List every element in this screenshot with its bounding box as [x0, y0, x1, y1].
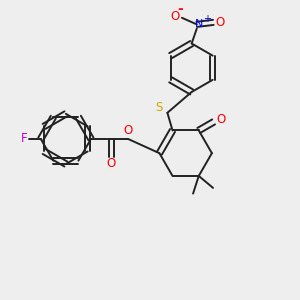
Text: S: S	[156, 101, 163, 114]
Text: O: O	[216, 113, 225, 126]
Text: O: O	[171, 10, 180, 23]
Text: O: O	[215, 16, 224, 29]
Text: O: O	[123, 124, 133, 137]
Text: O: O	[107, 157, 116, 170]
Text: +: +	[203, 14, 211, 24]
Text: N: N	[195, 19, 203, 28]
Text: -: -	[177, 2, 183, 16]
Text: F: F	[21, 132, 28, 146]
